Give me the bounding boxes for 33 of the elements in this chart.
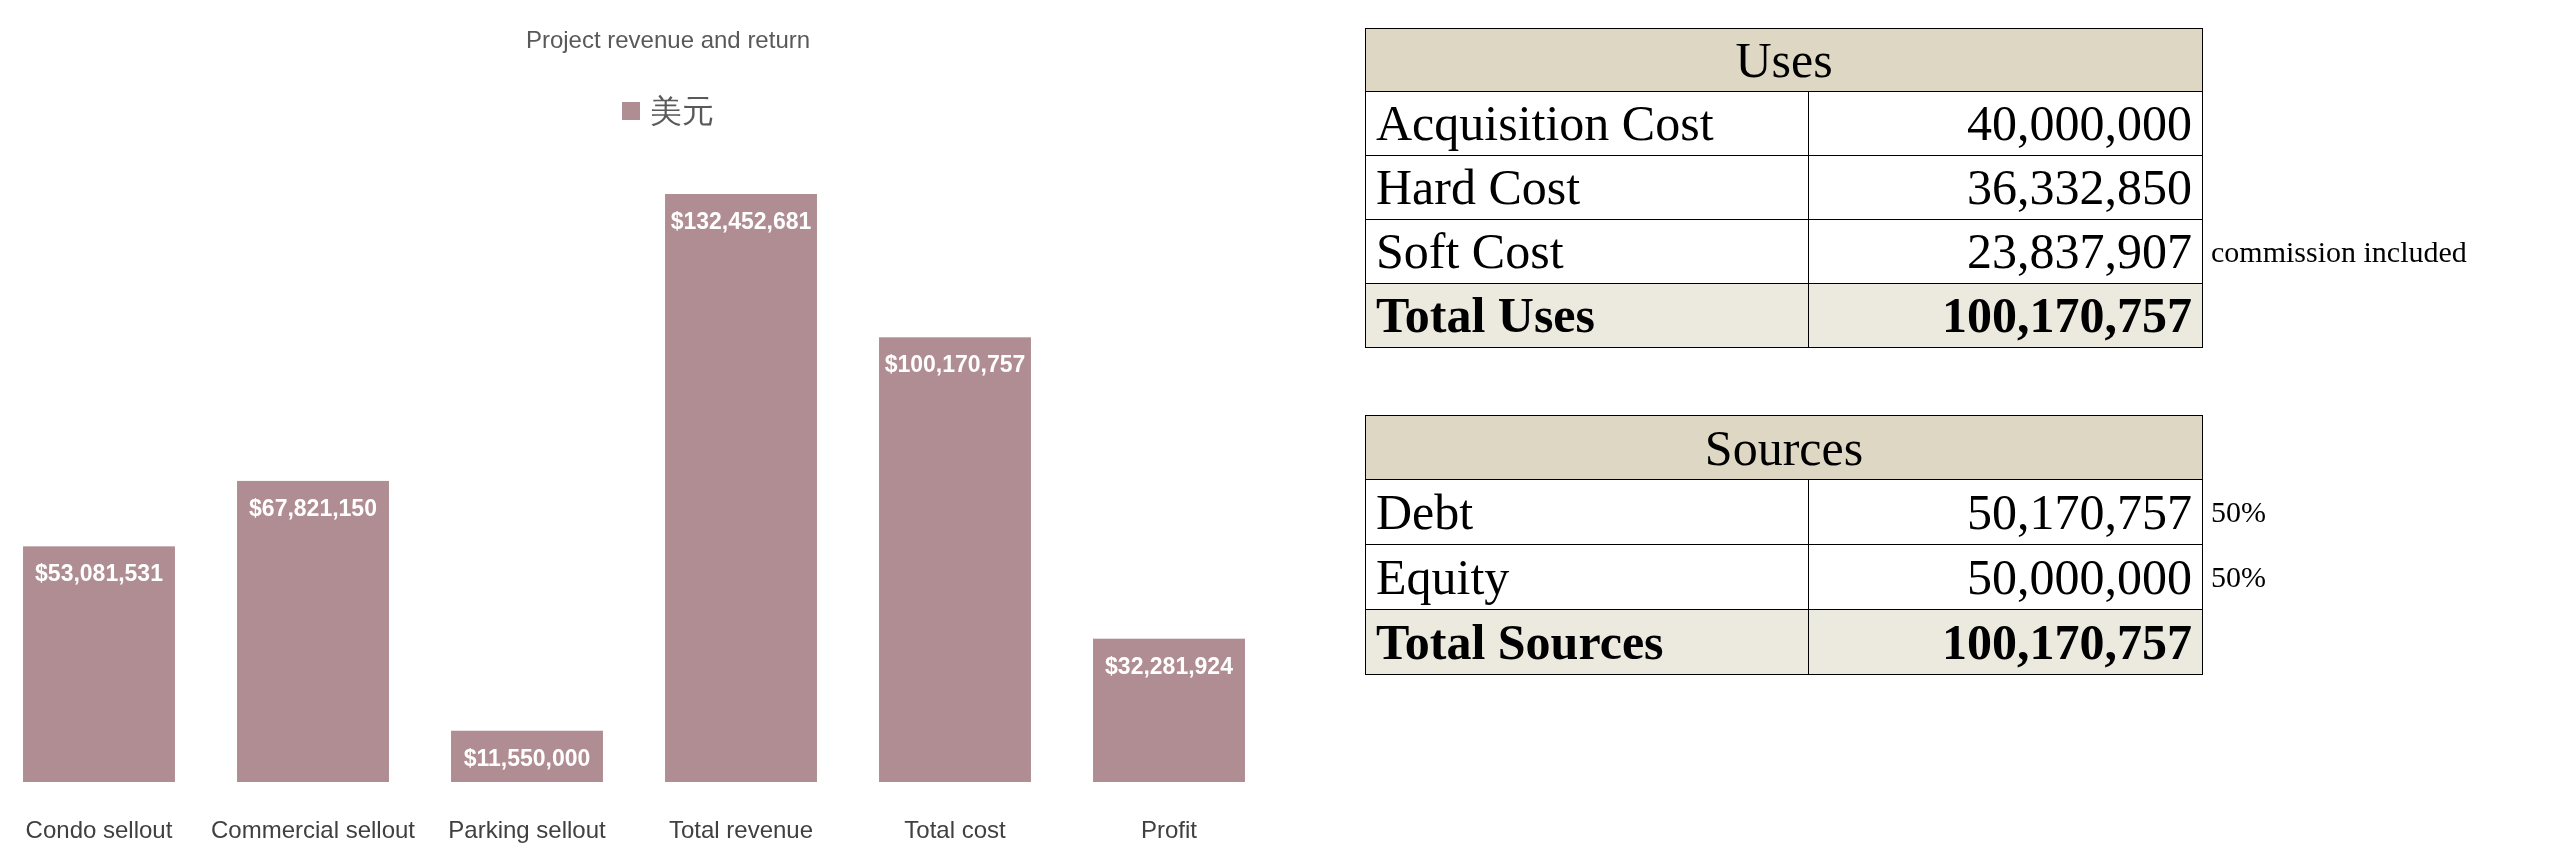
- row-label: Total Uses: [1376, 287, 1596, 343]
- table-title: Sources: [1704, 419, 1864, 476]
- row-value: 100,170,757: [1942, 287, 2192, 343]
- annotation: commission included: [2211, 234, 2467, 268]
- row-label: Hard Cost: [1376, 159, 1581, 215]
- annotation: 50%: [2211, 560, 2266, 593]
- row-label: Total Sources: [1376, 613, 1664, 670]
- row-label: Soft Cost: [1376, 223, 1564, 279]
- category-label: Total revenue: [668, 816, 814, 843]
- category-label: Profit: [1141, 816, 1197, 843]
- row-value: 50,170,757: [1967, 483, 2192, 540]
- data-label: $100,170,757: [884, 351, 1026, 378]
- title: Project revenue and return: [525, 26, 811, 53]
- data-label: $67,821,150: [249, 494, 377, 521]
- row-value: 23,837,907: [1967, 223, 2192, 279]
- annotation: 50%: [2211, 495, 2266, 528]
- row-label: Equity: [1376, 548, 1510, 605]
- legend-label: 美元: [650, 93, 714, 129]
- category-label: Parking sellout: [448, 816, 606, 843]
- row-label: Acquisition Cost: [1376, 95, 1714, 151]
- row-label: Debt: [1376, 483, 1474, 540]
- category-label: Total cost: [904, 816, 1006, 843]
- row-value: 100,170,757: [1942, 613, 2192, 670]
- table-title: Uses: [1735, 32, 1833, 88]
- data-label: $53,081,531: [35, 560, 163, 587]
- category-label: Condo sellout: [25, 816, 173, 843]
- data-label: $11,550,000: [463, 744, 591, 771]
- category-label: Commercial sellout: [210, 816, 416, 843]
- data-label: $32,281,924: [1105, 652, 1233, 679]
- data-label: $132,452,681: [670, 208, 812, 234]
- row-value: 50,000,000: [1967, 548, 2192, 605]
- row-value: 40,000,000: [1967, 95, 2192, 151]
- row-value: 36,332,850: [1967, 159, 2192, 215]
